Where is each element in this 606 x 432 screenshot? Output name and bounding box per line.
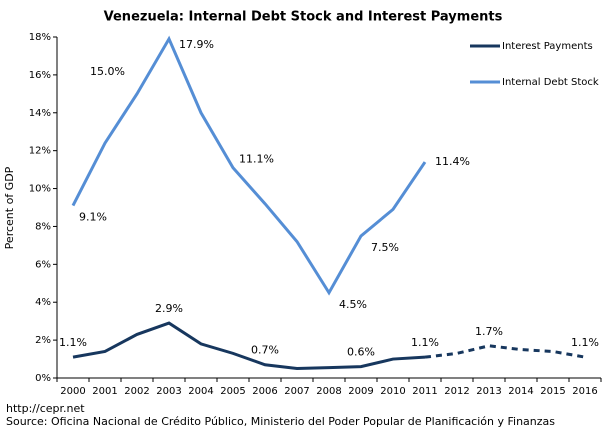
data-label: 2.9%: [155, 302, 183, 315]
x-tick-label: 2013: [476, 386, 501, 397]
x-tick-label: 2007: [284, 386, 309, 397]
source: Source: Oficina Nacional de Crédito Públ…: [6, 415, 555, 428]
x-tick-label: 2005: [220, 386, 245, 397]
y-tick-label: 16%: [29, 70, 51, 81]
x-tick-label: 2008: [316, 386, 341, 397]
data-label: 0.7%: [251, 344, 279, 357]
data-label: 1.1%: [411, 336, 439, 349]
y-tick-label: 10%: [29, 184, 51, 195]
y-tick-label: 6%: [35, 259, 51, 270]
data-label: 7.5%: [371, 241, 399, 254]
y-tick-label: 14%: [29, 108, 51, 119]
x-tick-label: 2000: [60, 386, 85, 397]
x-tick-label: 2001: [92, 386, 117, 397]
data-label: 11.1%: [239, 153, 274, 166]
y-tick-label: 18%: [29, 32, 51, 43]
x-tick-label: 2010: [380, 386, 405, 397]
legend-label: Interest Payments: [502, 41, 593, 52]
x-tick-label: 2004: [188, 386, 213, 397]
source-url: http://cepr.net: [6, 402, 85, 415]
data-label: 4.5%: [339, 298, 367, 311]
data-label: 0.6%: [347, 346, 375, 359]
x-tick-label: 2009: [348, 386, 373, 397]
data-label: 15.0%: [90, 65, 125, 78]
x-tick-label: 2006: [252, 386, 277, 397]
y-tick-label: 4%: [35, 297, 51, 308]
series-line: [71, 35, 427, 296]
data-label: 9.1%: [79, 211, 107, 224]
data-label: 1.7%: [475, 325, 503, 338]
x-tick-label: 2011: [412, 386, 437, 397]
y-tick-label: 12%: [29, 146, 51, 157]
chart-title: Venezuela: Internal Debt Stock and Inter…: [104, 10, 503, 25]
data-label: 17.9%: [179, 38, 214, 51]
data-label: 11.4%: [435, 155, 470, 168]
x-tick-label: 2015: [540, 386, 565, 397]
legend-label: Internal Debt Stock: [502, 77, 599, 88]
x-tick-label: 2012: [444, 386, 469, 397]
data-label: 1.1%: [571, 336, 599, 349]
y-tick-label: 0%: [35, 373, 51, 384]
y-tick-label: 8%: [35, 221, 51, 232]
series-line: [72, 321, 426, 371]
y-tick-label: 2%: [35, 335, 51, 346]
data-label: 1.1%: [59, 336, 87, 349]
series-line: [424, 344, 586, 359]
x-tick-label: 2016: [572, 386, 597, 397]
x-tick-label: 2002: [124, 386, 149, 397]
x-tick-label: 2014: [508, 386, 533, 397]
x-tick-label: 2003: [156, 386, 181, 397]
y-axis-label: Percent of GDP: [3, 166, 16, 249]
